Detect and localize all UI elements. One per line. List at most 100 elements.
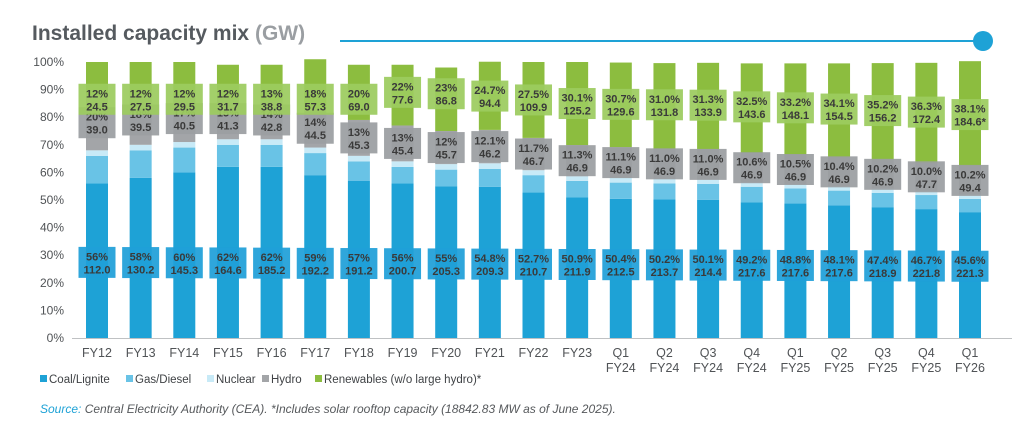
data-label-box xyxy=(558,145,596,177)
data-label-gw: 46.9 xyxy=(785,172,806,184)
data-label-pct: 13% xyxy=(392,132,414,144)
data-label-box xyxy=(165,83,203,115)
data-label-pct: 59% xyxy=(304,252,326,264)
x-tick-label: Q1 FY24 xyxy=(606,346,636,375)
x-tick-label-line: FY21 xyxy=(475,346,505,360)
data-label-pct: 13% xyxy=(348,127,370,139)
bar-segment-gas xyxy=(784,188,807,204)
data-label-box xyxy=(122,247,160,279)
data-label-gw: 211.9 xyxy=(564,267,591,279)
data-label-pct: 62% xyxy=(261,252,283,264)
data-label-box xyxy=(296,247,334,279)
data-label-gw: 41.3 xyxy=(217,121,238,133)
data-label-pct: 46.7% xyxy=(911,255,942,267)
legend: Coal/Lignite Gas/Diesel Nuclear Hydro Renewa… xyxy=(40,374,482,386)
data-label-gw: 205.3 xyxy=(432,266,460,278)
data-label-coal: 45.6%221.3 xyxy=(951,250,989,282)
data-label-gw: 209.3 xyxy=(476,266,504,278)
data-label-box xyxy=(733,152,771,184)
data-label-pct: 11.7% xyxy=(518,143,549,155)
x-tick-label-line: Q1 xyxy=(962,346,979,360)
data-label-coal: 54.8%209.3 xyxy=(471,248,509,280)
data-label-box xyxy=(602,147,640,179)
data-label-gw: 46.9 xyxy=(741,170,762,182)
bar-segment-gas xyxy=(566,180,589,198)
data-label-box xyxy=(864,250,902,282)
bar-segment-nuclear xyxy=(522,170,545,176)
legend-swatch xyxy=(207,375,214,382)
data-label-pct: 38.1% xyxy=(954,104,985,116)
x-tick-label: FY23 xyxy=(562,346,592,360)
bar-segment-gas xyxy=(347,161,370,181)
x-tick-label: FY13 xyxy=(126,346,156,360)
bar-segment-nuclear xyxy=(478,163,501,169)
x-tick-label-line: FY25 xyxy=(824,361,854,375)
data-label-gw: 45.4 xyxy=(392,145,414,157)
x-tick-label-line: FY20 xyxy=(431,346,461,360)
data-label-coal: 55%205.3 xyxy=(427,248,465,280)
data-label-renewables: 18%57.3 xyxy=(296,83,334,115)
data-label-box xyxy=(209,83,247,115)
data-label-renewables: 24.7%94.4 xyxy=(471,80,509,112)
legend-item-coal: Coal/Lignite xyxy=(40,374,110,386)
x-tick-label-line: FY25 xyxy=(780,361,810,375)
page-title: Installed capacity mix (GW) xyxy=(32,22,305,46)
data-label-box xyxy=(78,83,116,115)
data-label-pct: 12% xyxy=(86,88,108,100)
data-label-pct: 45.6% xyxy=(954,255,985,267)
x-tick-label: Q3 FY24 xyxy=(693,346,723,375)
x-tick-label-line: Q1 xyxy=(787,346,804,360)
x-tick-label-line: FY16 xyxy=(257,346,287,360)
data-label-pct: 31.0% xyxy=(649,94,680,106)
x-tick-label: Q1 FY26 xyxy=(955,346,985,375)
bar-segment-nuclear xyxy=(304,147,327,154)
data-label-coal: 50.9%211.9 xyxy=(558,249,596,281)
data-label-gw: 200.7 xyxy=(389,266,417,278)
bar-segment-gas xyxy=(653,183,676,200)
bar-segment-nuclear xyxy=(391,161,414,167)
data-label-renewables: 31.3%133.9 xyxy=(689,89,727,121)
data-label-coal: 48.8%217.6 xyxy=(776,249,814,281)
bar-segment-nuclear xyxy=(697,179,720,184)
data-label-gw: 45.3 xyxy=(348,140,369,152)
data-label-hydro: 11.0%46.9 xyxy=(689,148,727,180)
data-label-gw: 210.7 xyxy=(520,266,548,278)
y-tick-label: 50% xyxy=(40,193,64,207)
data-label-coal: 62%164.6 xyxy=(209,247,247,279)
data-label-gw: 39.5 xyxy=(130,122,151,134)
x-tick-label: FY20 xyxy=(431,346,461,360)
data-label-pct: 49.2% xyxy=(736,254,767,266)
data-label-box xyxy=(78,246,116,278)
bar-segment-nuclear xyxy=(915,190,938,196)
data-label-pct: 50.4% xyxy=(605,254,636,266)
x-tick-label-line: Q2 xyxy=(656,346,673,360)
data-label-pct: 18% xyxy=(304,88,326,100)
legend-item-hydro: Hydro xyxy=(262,374,302,386)
data-label-gw: 46.9 xyxy=(566,163,587,175)
bar-segment-nuclear xyxy=(566,176,589,181)
bar-segment-gas xyxy=(828,190,851,206)
data-label-renewables: 12%27.5 xyxy=(122,83,160,115)
data-label-box xyxy=(907,250,945,282)
bar-segment-gas xyxy=(959,198,981,213)
data-label-box xyxy=(471,80,509,112)
data-label-gw: 164.6 xyxy=(214,265,242,277)
x-tick-label-line: Q3 xyxy=(874,346,891,360)
data-label-box xyxy=(384,76,422,108)
bar-segment-nuclear xyxy=(609,177,632,183)
data-label-gw: 46.7 xyxy=(523,156,544,168)
bar-segment-gas xyxy=(260,144,283,167)
data-label-pct: 10.5% xyxy=(780,159,811,171)
data-label-renewables: 34.1%154.5 xyxy=(820,93,858,125)
bar-segment-gas xyxy=(435,169,458,187)
data-label-gw: 44.5 xyxy=(305,130,326,142)
data-label-coal: 57%191.2 xyxy=(340,248,378,280)
x-tick-label: Q3 FY25 xyxy=(868,346,898,375)
data-label-box xyxy=(384,127,422,159)
x-tick-label-line: FY15 xyxy=(213,346,243,360)
data-label-pct: 22% xyxy=(392,81,414,93)
data-label-coal: 56%112.0 xyxy=(78,246,116,278)
data-label-box xyxy=(776,249,814,281)
title-dot xyxy=(973,31,993,51)
data-label-pct: 10.4% xyxy=(823,161,854,173)
